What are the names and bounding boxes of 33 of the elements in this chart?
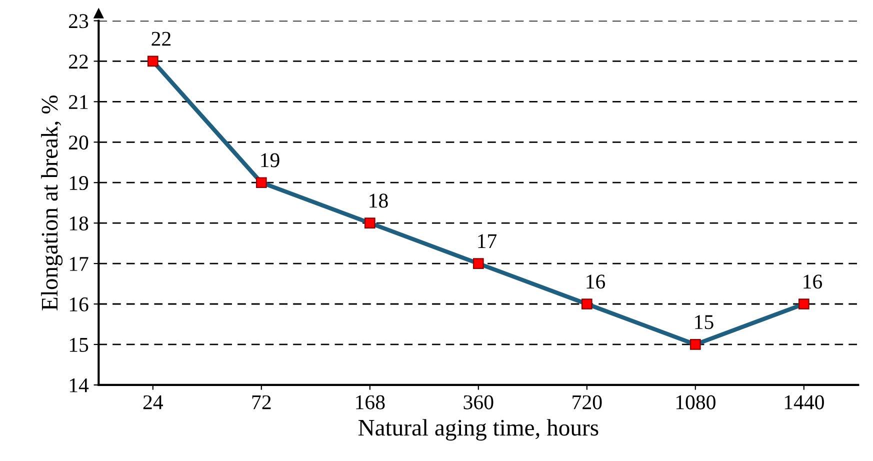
point	[690, 339, 701, 350]
x-tick-label: 360	[464, 395, 494, 410]
data-label: 16	[804, 274, 822, 289]
y-tick-label: 20	[69, 136, 88, 150]
y-axis-title: Elongation at break, %	[41, 95, 63, 310]
y-tick-label: 23	[69, 14, 88, 28]
x-tick-label: 1080	[676, 395, 716, 410]
x-tick-label: 720	[572, 395, 602, 410]
y-tick-label: 17	[70, 257, 88, 271]
data-label: 15	[695, 315, 714, 330]
point	[798, 298, 810, 310]
point	[581, 298, 592, 310]
data-label: 16	[586, 274, 606, 289]
x-tick-label: 24	[143, 395, 163, 410]
point	[147, 56, 158, 67]
point	[364, 218, 376, 228]
y-tick-label: 22	[69, 54, 88, 68]
y-tick-label: 14	[70, 378, 89, 392]
point	[472, 258, 484, 269]
x-tick-label: 72	[252, 395, 271, 410]
point	[256, 177, 267, 188]
x-tick-label: 1440	[784, 395, 824, 410]
data-label: 18	[370, 194, 388, 208]
data-label: 22	[152, 32, 170, 46]
y-tick-label: 18	[70, 216, 88, 231]
y-tick-label: 15	[70, 338, 88, 352]
y-tick-label: 16	[70, 297, 88, 312]
y-tick-label: 21	[69, 95, 88, 109]
y-tick-label: 19	[70, 176, 88, 190]
x-axis-title: Natural aging time, hours	[358, 419, 598, 441]
data-label: 17	[478, 234, 497, 248]
data-label: 19	[261, 153, 280, 168]
x-tick-label: 168	[356, 395, 385, 410]
